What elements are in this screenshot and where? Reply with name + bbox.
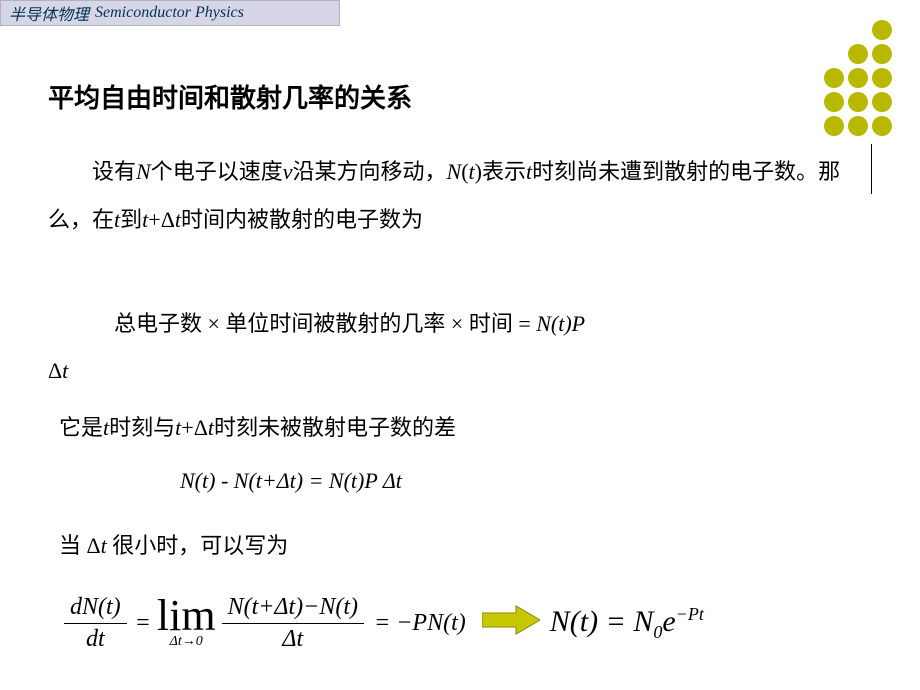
decoration-dots <box>824 20 896 140</box>
dot <box>848 116 868 136</box>
result-lhs: N(t) = N <box>550 605 654 638</box>
dot <box>848 92 868 112</box>
fraction-dN-dt: dN(t) dt <box>64 594 127 652</box>
paragraph-2: 总电子数 × 单位时间被散射的几率 × 时间 = N(t)P <box>48 300 872 348</box>
result-sub: 0 <box>653 622 662 642</box>
paragraph-4: 它是t时刻与t+Δt时刻未被散射电子数的差 <box>48 410 872 442</box>
dot <box>824 68 844 88</box>
dot <box>872 92 892 112</box>
implies-arrow <box>482 604 540 643</box>
rhs-minus-PN: = −PN(t) <box>374 610 466 637</box>
paragraph-3: ΔΔtt <box>48 358 872 384</box>
paragraph-5: 当 Δt 很小时，可以写为 <box>48 528 872 560</box>
p2-prefix: 总电子数 × 单位时间被散射的几率 × 时间 = <box>114 311 536 336</box>
dot <box>824 116 844 136</box>
slide-title: 平均自由时间和散射几率的关系 <box>48 78 412 115</box>
dot <box>848 44 868 64</box>
dot <box>824 92 844 112</box>
lim-text: lim <box>157 596 216 636</box>
arrow-icon <box>482 604 540 636</box>
header-bar: 半导体物理 Semiconductor Physics <box>0 0 340 26</box>
result-e: e <box>662 605 675 638</box>
result-exp: −Pt <box>676 604 704 624</box>
fraction-difference-quotient: N(t+Δt)−N(t) Δt <box>222 594 364 652</box>
header-cn: 半导体物理 <box>9 1 89 25</box>
limit-block: lim Δt→0 <box>157 596 216 650</box>
main-equation-row: dN(t) dt = lim Δt→0 N(t+Δt)−N(t) Δt = −P… <box>60 578 900 668</box>
dot <box>848 68 868 88</box>
p2-expr: N(t)P <box>536 311 585 336</box>
lim-sub: Δt→0 <box>170 634 203 650</box>
dot <box>872 20 892 40</box>
frac1-den: dt <box>80 624 111 652</box>
solution-equation: N(t) = N0e−Pt <box>550 604 704 643</box>
paragraph-1: 设有N个电子以速度v沿某方向移动，N(t)表示t时刻尚未遭到散射的电子数。那么，… <box>48 148 872 244</box>
header-en: Semiconductor Physics <box>95 4 244 22</box>
dot <box>872 68 892 88</box>
frac2-num: N(t+Δt)−N(t) <box>222 594 364 623</box>
dot <box>872 116 892 136</box>
equals-1: = <box>135 610 151 637</box>
frac2-den: Δt <box>276 624 309 652</box>
equation-difference: N(t) - N(t+Δt) = N(t)P Δt <box>180 468 402 494</box>
frac1-num: dN(t) <box>64 594 127 623</box>
dot <box>872 44 892 64</box>
